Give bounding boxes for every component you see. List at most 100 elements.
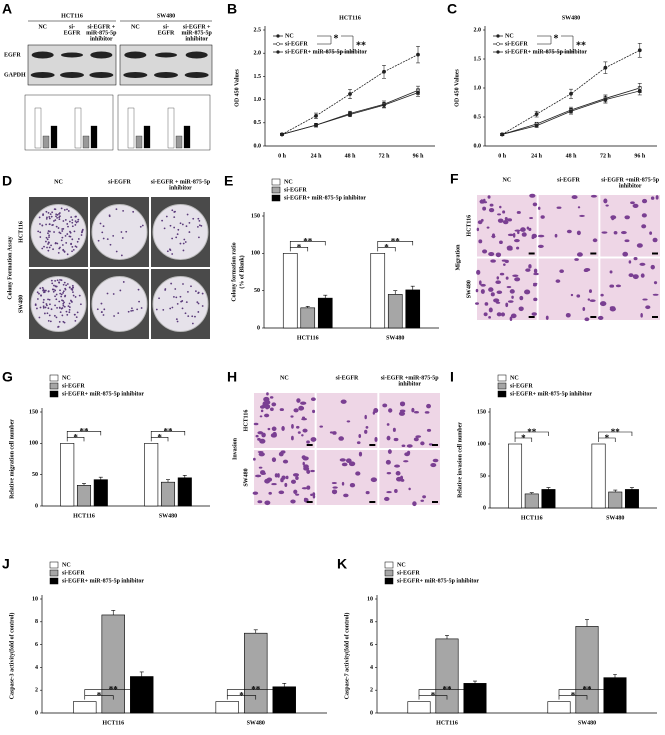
inset-bar bbox=[50, 125, 58, 149]
cell bbox=[331, 489, 338, 495]
cell bbox=[633, 256, 638, 261]
colony bbox=[170, 282, 173, 285]
legend-swatch bbox=[497, 390, 507, 398]
panel-letter: G bbox=[2, 369, 13, 385]
cell bbox=[356, 441, 361, 445]
colony bbox=[75, 316, 78, 319]
cell bbox=[480, 283, 486, 287]
label: si- bbox=[163, 24, 169, 30]
colony bbox=[77, 220, 79, 223]
cell bbox=[285, 475, 289, 480]
cell bbox=[531, 312, 538, 316]
label: inhibitor bbox=[90, 36, 113, 42]
dish bbox=[91, 276, 148, 332]
x-tick-label: 72 h bbox=[600, 153, 612, 159]
cell bbox=[296, 425, 300, 429]
significance: ** bbox=[611, 427, 621, 437]
cell bbox=[295, 476, 299, 481]
bracket bbox=[289, 241, 326, 252]
colony bbox=[55, 285, 58, 288]
cell bbox=[599, 301, 607, 307]
colony bbox=[141, 224, 144, 227]
dish bbox=[91, 204, 148, 260]
bar bbox=[317, 297, 333, 329]
cell bbox=[491, 233, 496, 239]
point bbox=[534, 112, 539, 117]
colony bbox=[60, 239, 63, 242]
colony bbox=[70, 242, 73, 245]
cell bbox=[533, 268, 538, 274]
colony bbox=[55, 225, 58, 228]
label: si- bbox=[69, 24, 75, 30]
legend-label: si-EGFR bbox=[284, 187, 307, 193]
y-tick-label: 100 bbox=[477, 441, 486, 447]
bracket bbox=[84, 689, 143, 700]
significance: * bbox=[554, 33, 559, 44]
band bbox=[89, 72, 114, 78]
y-tick-label: 1.5 bbox=[474, 56, 482, 62]
cell bbox=[645, 305, 651, 310]
point bbox=[603, 97, 608, 102]
significance: ** bbox=[527, 427, 537, 437]
cell bbox=[632, 274, 639, 280]
legend-label: si-EGFR bbox=[510, 383, 533, 389]
colony bbox=[61, 236, 64, 239]
significance: * bbox=[297, 242, 302, 252]
cell bbox=[641, 198, 648, 204]
bracket bbox=[150, 431, 186, 442]
colony bbox=[171, 253, 174, 255]
y-tick-label: 2.0 bbox=[254, 51, 262, 57]
cell bbox=[613, 230, 618, 235]
colony bbox=[174, 288, 177, 290]
x-tick-label: SW480 bbox=[247, 720, 265, 726]
significance: ** bbox=[391, 236, 401, 246]
colony bbox=[48, 217, 51, 220]
colony bbox=[53, 284, 55, 287]
colony bbox=[187, 290, 189, 293]
legend-label: si-EGFR+ miR-875-5p inhibitor bbox=[505, 49, 587, 55]
colony bbox=[155, 308, 158, 311]
cell bbox=[504, 259, 509, 264]
photo bbox=[538, 258, 599, 320]
colony bbox=[74, 215, 77, 218]
colony bbox=[61, 299, 63, 302]
colony bbox=[49, 320, 52, 323]
cell bbox=[258, 466, 263, 469]
bracket bbox=[66, 431, 102, 442]
y-tick-label: 0.0 bbox=[254, 143, 262, 149]
legend-label: si-EGFR+ miR-875-5p inhibitor bbox=[62, 578, 144, 584]
significance: * bbox=[605, 433, 610, 443]
blot-image bbox=[119, 44, 213, 86]
bar bbox=[370, 253, 386, 329]
cell bbox=[404, 452, 410, 457]
cell bbox=[478, 239, 483, 244]
cell bbox=[502, 210, 506, 214]
legend-label: si-EGFR+ miR-875-5p inhibitor bbox=[510, 391, 592, 397]
colony bbox=[81, 228, 84, 231]
error-bar bbox=[529, 492, 534, 494]
y-axis-label: Colony formation ratio bbox=[231, 242, 237, 301]
colony bbox=[58, 306, 61, 309]
error-bar bbox=[182, 474, 187, 478]
colony bbox=[77, 218, 80, 221]
error-bar bbox=[323, 294, 328, 299]
bar bbox=[463, 683, 487, 714]
scale-bar bbox=[528, 316, 535, 318]
cell bbox=[426, 403, 431, 409]
cell bbox=[257, 451, 264, 454]
cell bbox=[310, 493, 313, 497]
legend-marker bbox=[276, 42, 280, 46]
inset-bar bbox=[82, 135, 90, 149]
colony bbox=[71, 219, 74, 221]
cell bbox=[284, 482, 288, 488]
cell bbox=[636, 243, 643, 248]
cell bbox=[533, 297, 538, 302]
colony bbox=[173, 226, 176, 229]
cell bbox=[480, 289, 485, 294]
cell bbox=[490, 259, 496, 263]
x-tick-label: 96 h bbox=[634, 153, 646, 159]
cell bbox=[476, 269, 481, 275]
colony bbox=[40, 294, 42, 297]
colony bbox=[161, 219, 164, 222]
cell bbox=[306, 440, 310, 444]
